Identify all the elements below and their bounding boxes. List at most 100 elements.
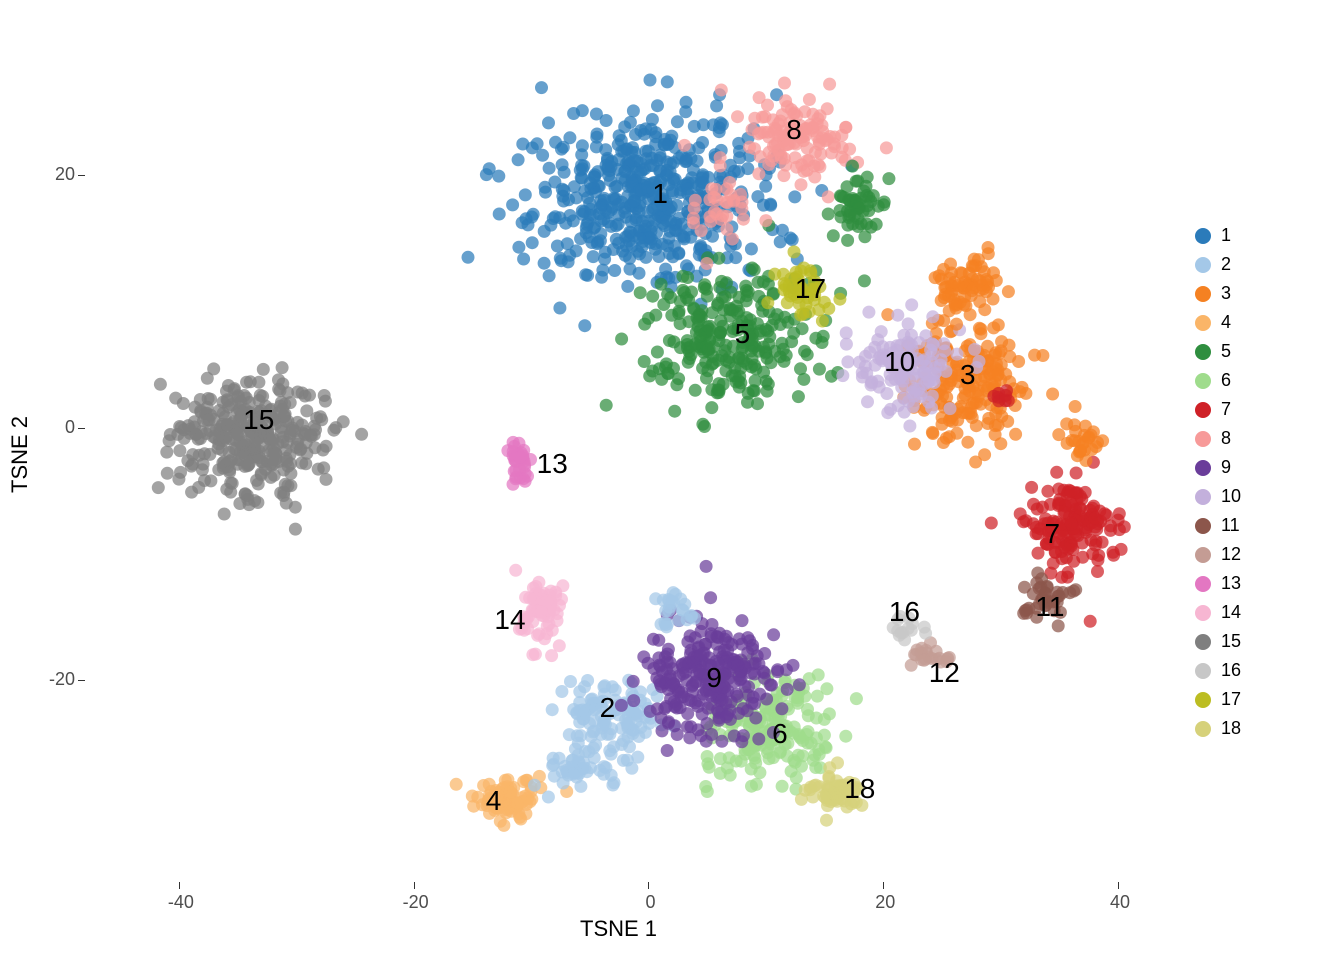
legend-swatch — [1195, 692, 1211, 708]
scatter-point — [1031, 503, 1044, 516]
scatter-point — [850, 796, 863, 809]
scatter-point — [727, 322, 740, 335]
legend-swatch — [1195, 257, 1211, 273]
scatter-point — [764, 198, 777, 211]
scatter-point — [174, 466, 187, 479]
scatter-point — [649, 243, 662, 256]
scatter-point — [796, 322, 809, 335]
scatter-point — [659, 361, 672, 374]
scatter-point — [820, 682, 833, 695]
scatter-point — [839, 730, 852, 743]
scatter-point — [714, 116, 727, 129]
scatter-point — [767, 628, 780, 641]
scatter-point — [511, 797, 524, 810]
scatter-point — [245, 425, 258, 438]
scatter-point — [646, 290, 659, 303]
scatter-point — [790, 771, 803, 784]
scatter-point — [703, 761, 716, 774]
scatter-point — [978, 303, 991, 316]
legend-item: 3 — [1195, 283, 1241, 304]
scatter-point — [1035, 593, 1048, 606]
legend-item: 12 — [1195, 544, 1241, 565]
scatter-point — [243, 458, 256, 471]
scatter-point — [639, 145, 652, 158]
scatter-point — [691, 155, 704, 168]
scatter-point — [736, 614, 749, 627]
scatter-point — [723, 302, 736, 315]
scatter-point — [661, 75, 674, 88]
scatter-point — [980, 285, 993, 298]
legend-label: 11 — [1221, 515, 1240, 536]
scatter-point — [701, 750, 714, 763]
scatter-point — [797, 307, 810, 320]
scatter-point — [705, 630, 718, 643]
scatter-point — [769, 138, 782, 151]
scatter-point — [1058, 541, 1071, 554]
legend-swatch — [1195, 344, 1211, 360]
scatter-point — [294, 443, 307, 456]
scatter-point — [846, 217, 859, 230]
scatter-point — [794, 362, 807, 375]
scatter-point — [654, 164, 667, 177]
scatter-point — [948, 276, 961, 289]
scatter-point — [846, 160, 859, 173]
scatter-point — [462, 251, 475, 264]
scatter-point — [907, 400, 920, 413]
scatter-point — [233, 497, 246, 510]
scatter-point — [836, 369, 849, 382]
scatter-point — [781, 683, 794, 696]
scatter-point — [603, 728, 616, 741]
scatter-point — [779, 159, 792, 172]
y-tick-mark — [78, 175, 85, 176]
scatter-point — [535, 81, 548, 94]
scatter-point — [207, 362, 220, 375]
scatter-point — [783, 137, 796, 150]
y-tick-label: 0 — [33, 417, 75, 438]
scatter-point — [557, 777, 570, 790]
scatter-point — [759, 345, 772, 358]
legend-label: 17 — [1221, 689, 1241, 710]
scatter-point — [759, 214, 772, 227]
scatter-point — [658, 616, 671, 629]
scatter-point — [910, 649, 923, 662]
scatter-point — [536, 593, 549, 606]
scatter-point — [152, 481, 165, 494]
scatter-point — [776, 780, 789, 793]
scatter-point — [1017, 515, 1030, 528]
scatter-point — [320, 473, 333, 486]
scatter-point — [995, 335, 1008, 348]
scatter-point — [928, 376, 941, 389]
scatter-point — [278, 398, 291, 411]
scatter-point — [902, 317, 915, 330]
scatter-point — [201, 414, 214, 427]
scatter-point — [533, 627, 546, 640]
scatter-point — [823, 707, 836, 720]
scatter-point — [714, 767, 727, 780]
scatter-point — [814, 148, 827, 161]
scatter-point — [861, 395, 874, 408]
scatter-point — [697, 688, 710, 701]
scatter-point — [720, 354, 733, 367]
legend-label: 4 — [1221, 312, 1231, 333]
scatter-point — [715, 84, 728, 97]
scatter-point — [291, 416, 304, 429]
scatter-point — [593, 764, 606, 777]
scatter-point — [840, 326, 853, 339]
scatter-point — [761, 296, 774, 309]
scatter-point — [944, 402, 957, 415]
scatter-point — [564, 675, 577, 688]
scatter-point — [897, 367, 910, 380]
scatter-point — [700, 257, 713, 270]
scatter-point — [663, 232, 676, 245]
scatter-point — [675, 218, 688, 231]
scatter-point — [850, 195, 863, 208]
scatter-point — [678, 286, 691, 299]
scatter-point — [240, 376, 253, 389]
y-tick-label: -20 — [33, 669, 75, 690]
scatter-point — [218, 508, 231, 521]
scatter-point — [1089, 539, 1102, 552]
scatter-point — [1065, 499, 1078, 512]
scatter-point — [618, 165, 631, 178]
scatter-point — [299, 428, 312, 441]
scatter-point — [989, 428, 1002, 441]
